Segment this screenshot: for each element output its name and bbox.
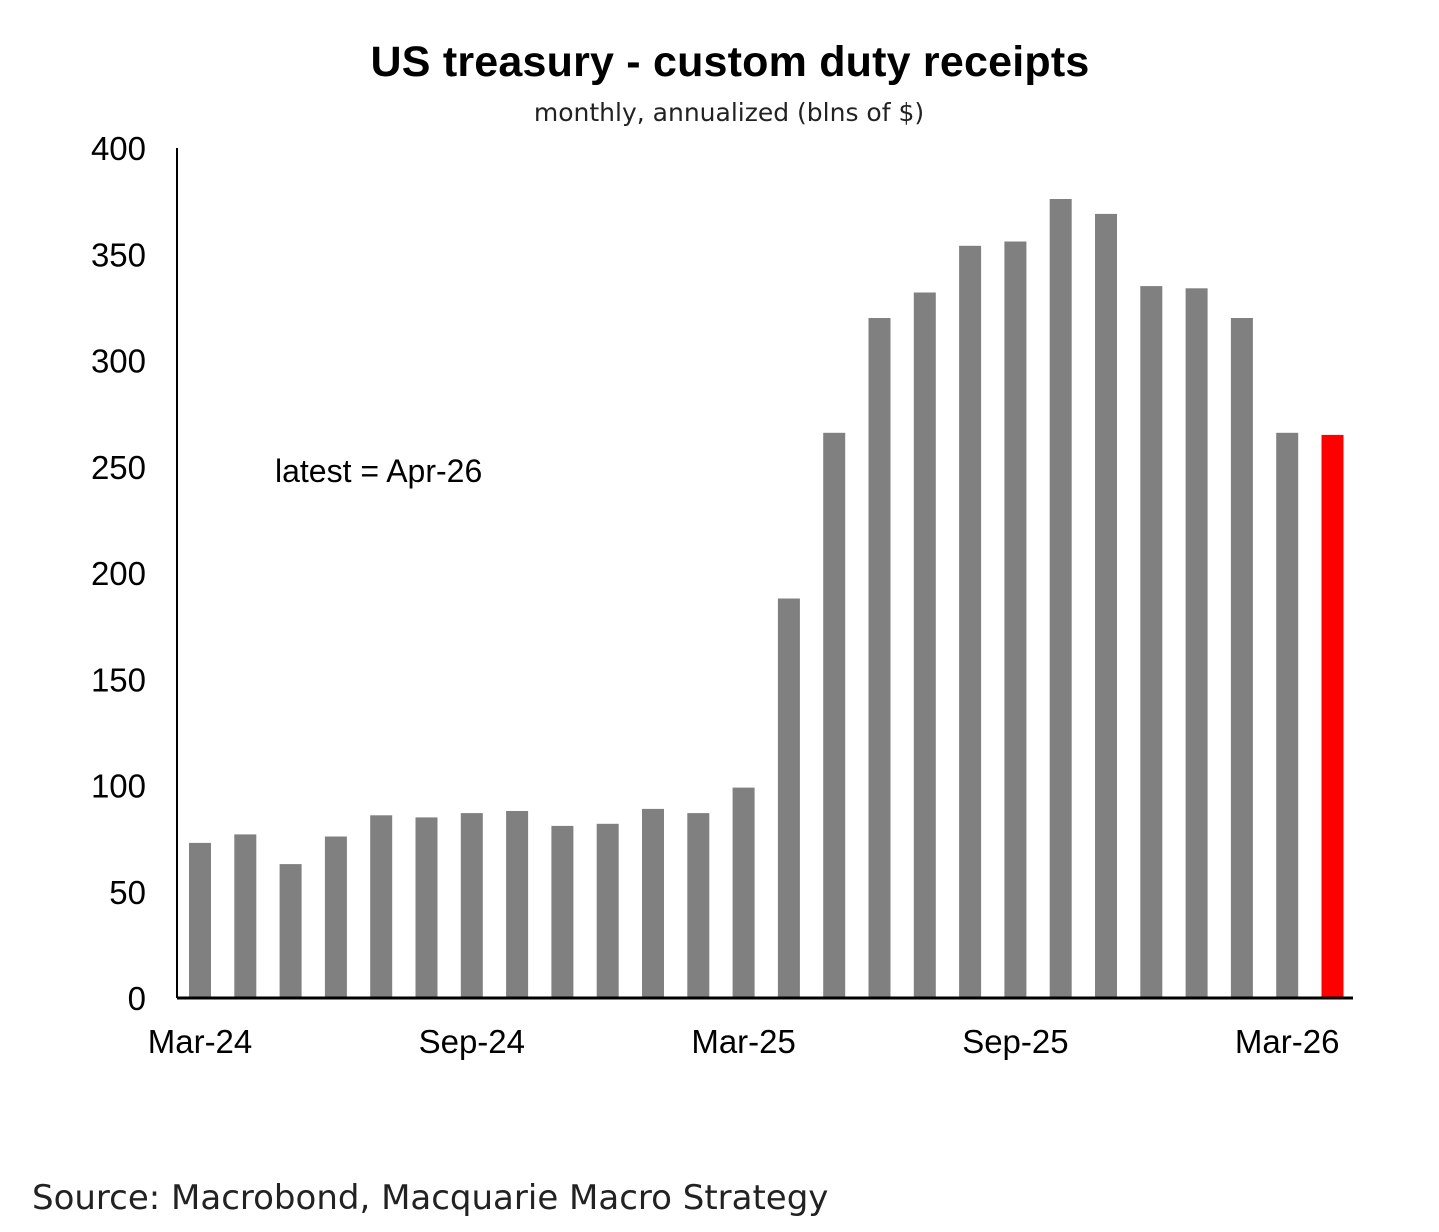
y-tick-label: 150 [91,661,146,698]
bar-dec-24 [596,823,619,999]
y-tick-label: 0 [128,980,146,1017]
x-tick-label: Sep-25 [962,1023,1068,1060]
y-tick-label: 300 [91,343,146,380]
bar-sep-25 [1004,241,1027,998]
x-tick-label: Mar-26 [1235,1023,1340,1060]
bar-jul-24 [370,815,393,999]
y-tick-label: 350 [91,236,146,273]
bar-apr-25 [777,598,800,998]
y-tick-label: 50 [109,874,146,911]
y-axis-ticks: 0 50 100 150 200 250 300 350 400 [91,130,146,1017]
bar-jul-25 [913,292,936,998]
bar-oct-25 [1049,199,1072,998]
bar-nov-24 [551,825,574,998]
bar-sep-24 [460,813,483,998]
bar-may-25 [823,432,846,999]
source-note: Source: Macrobond, Macquarie Macro Strat… [32,1178,829,1218]
x-tick-label: Mar-25 [691,1023,796,1060]
bar-mar-24 [189,842,211,998]
y-tick-label: 400 [91,130,146,167]
bar-aug-24 [415,817,438,998]
bar-mar-26 [1276,432,1299,999]
chart-subtitle: monthly, annualized (blns of $) [533,98,925,127]
bar-jan-25 [642,808,664,998]
bar-mar-25 [732,787,755,998]
bar-aug-25 [959,245,982,999]
bar-apr-24 [234,834,257,998]
bar-jun-24 [324,836,347,998]
x-tick-label: Sep-24 [419,1023,525,1060]
bar-nov-25 [1095,213,1117,998]
y-tick-label: 200 [91,555,146,592]
y-tick-label: 100 [91,768,146,805]
bar-feb-26 [1230,318,1253,998]
latest-annotation: latest = Apr-26 [275,453,482,489]
bars-group [189,199,1344,999]
x-tick-label: Mar-24 [148,1023,253,1060]
bar-apr-26 [1321,434,1344,998]
bar-oct-24 [506,811,529,998]
bar-jan-26 [1185,288,1208,999]
bar-dec-25 [1140,286,1163,999]
x-axis-ticks: Mar-24 Sep-24 Mar-25 Sep-25 Mar-26 [148,1023,1340,1060]
bar-may-24 [279,864,302,998]
chart-title: US treasury - custom duty receipts [370,38,1090,86]
bar-feb-25 [687,813,710,998]
y-tick-label: 250 [91,449,146,486]
bar-jun-25 [868,318,891,998]
